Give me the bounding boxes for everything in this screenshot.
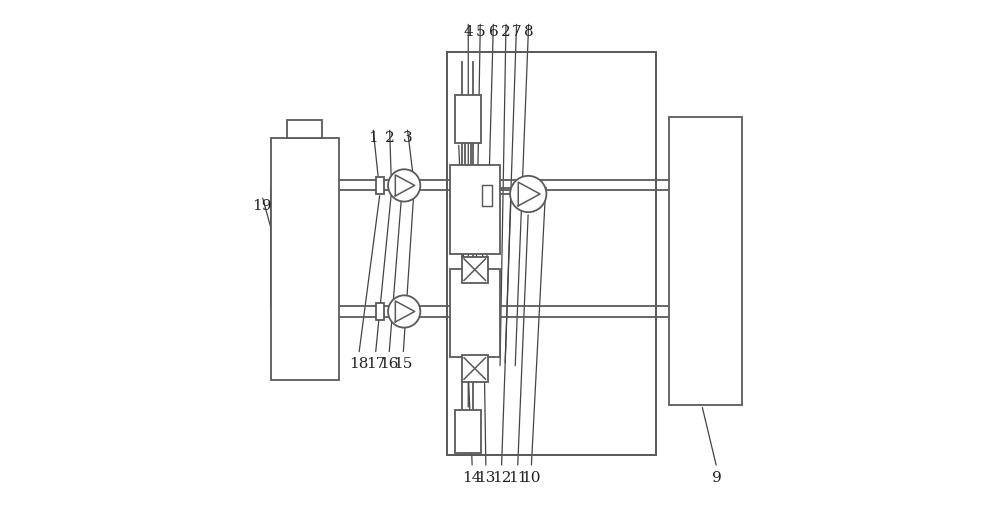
Text: 4: 4: [463, 25, 473, 39]
Text: 16: 16: [379, 357, 399, 372]
Text: 10: 10: [522, 471, 541, 485]
Text: 19: 19: [252, 199, 272, 212]
Text: 9: 9: [712, 471, 722, 485]
Circle shape: [388, 296, 420, 328]
Text: 17: 17: [366, 357, 385, 372]
Text: 12: 12: [492, 471, 511, 485]
Text: 8: 8: [524, 25, 534, 39]
Bar: [450, 165, 500, 254]
Text: 1: 1: [368, 130, 378, 144]
Bar: [376, 303, 384, 320]
Bar: [482, 186, 492, 206]
Text: 11: 11: [508, 471, 527, 485]
Circle shape: [388, 169, 420, 202]
Bar: [462, 355, 488, 382]
Text: 13: 13: [476, 471, 496, 485]
Text: 15: 15: [394, 357, 413, 372]
Bar: [455, 95, 481, 142]
Text: 2: 2: [501, 25, 511, 39]
Bar: [462, 257, 488, 283]
Circle shape: [510, 176, 546, 212]
Bar: [450, 269, 500, 357]
Bar: [271, 137, 339, 380]
Text: 3: 3: [402, 130, 412, 144]
Bar: [447, 52, 656, 455]
Bar: [447, 52, 656, 455]
Text: 7: 7: [512, 25, 521, 39]
Text: 14: 14: [463, 471, 482, 485]
Text: 5: 5: [476, 25, 485, 39]
Bar: [669, 117, 742, 405]
Text: 18: 18: [349, 357, 369, 372]
Text: 6: 6: [489, 25, 498, 39]
Text: 2: 2: [385, 130, 394, 144]
Bar: [287, 120, 322, 137]
Bar: [455, 410, 481, 453]
Bar: [376, 177, 384, 194]
